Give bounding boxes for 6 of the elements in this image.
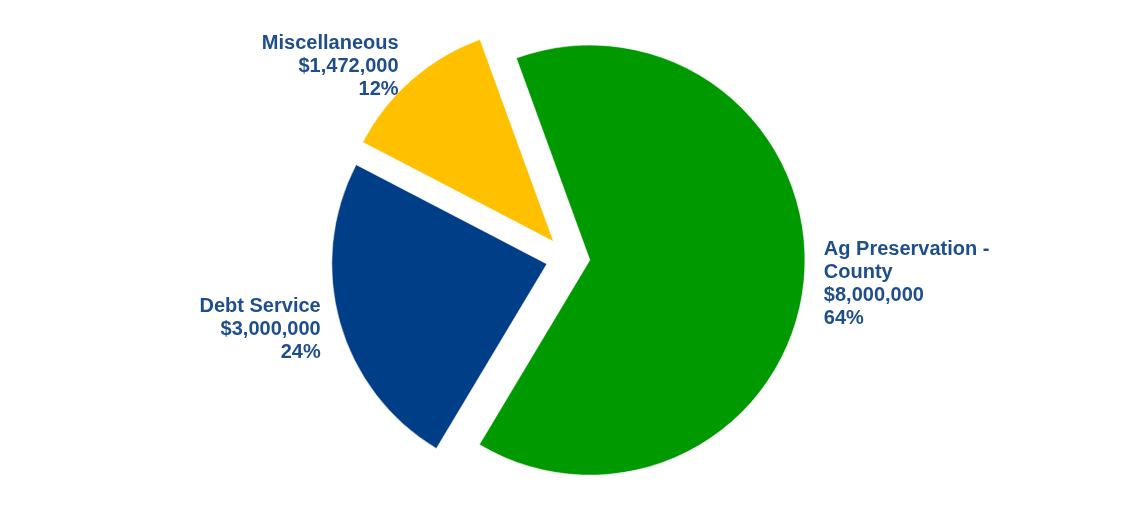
data-label: $8,000,000 64% <box>823 282 924 328</box>
slice-label: Ag Preservation - County <box>823 236 990 282</box>
data-label: $3,000,000 24% <box>220 316 321 362</box>
slice-label: Debt Service <box>199 293 321 316</box>
slice-label: Miscellaneous <box>261 30 399 53</box>
data-label: $1,472,000 12% <box>298 53 399 99</box>
